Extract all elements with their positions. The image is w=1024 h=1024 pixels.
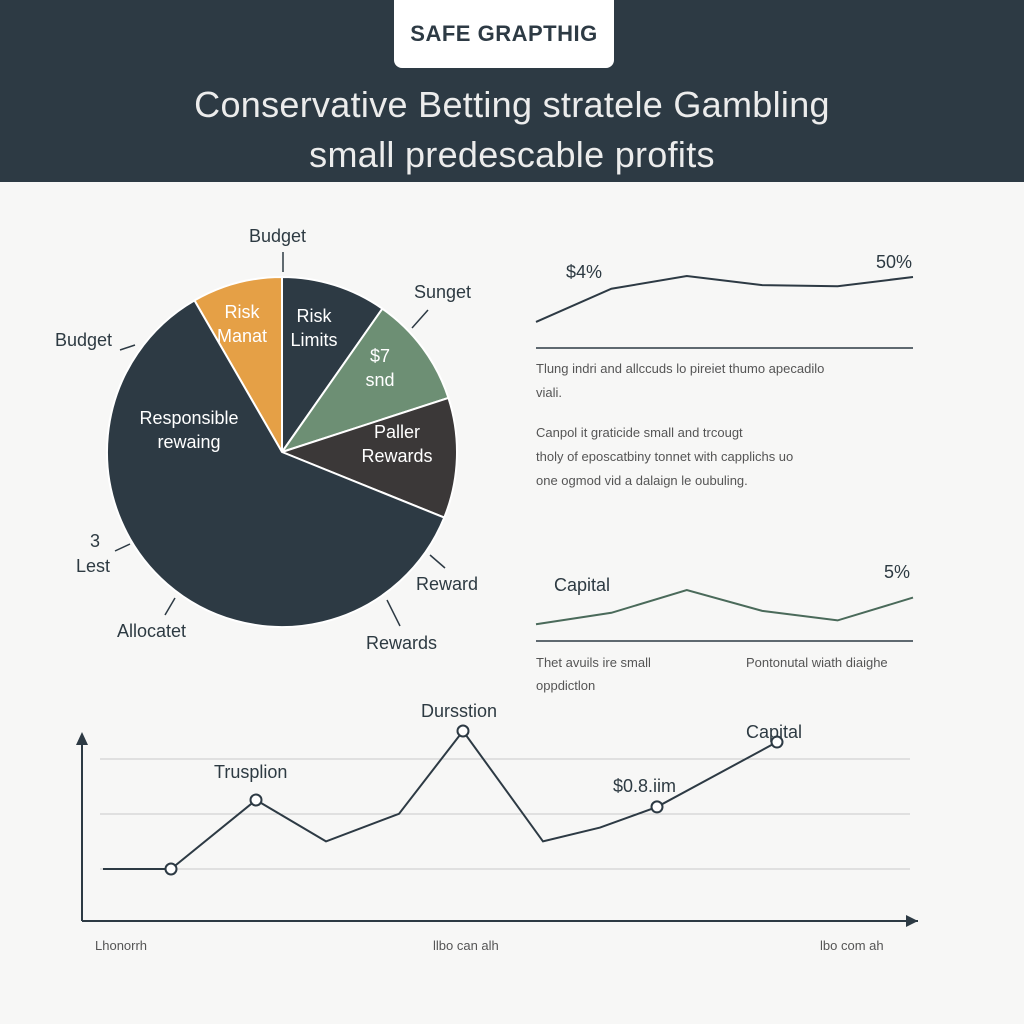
pie-slice-label: Risk Manat bbox=[217, 302, 267, 346]
series-line bbox=[535, 588, 914, 626]
pie-annotation-3: 3 bbox=[90, 531, 101, 551]
leader-line bbox=[164, 597, 176, 616]
leader-line bbox=[411, 309, 429, 329]
line1-caption-5: one ogmod vid a dalaign le oubuling. bbox=[536, 473, 748, 488]
line1-annotation-percent-right: 50% bbox=[876, 252, 913, 272]
series-line bbox=[103, 729, 778, 870]
page-title-line-1: Conservative Betting stratele Gambling bbox=[194, 84, 830, 125]
pie-slice bbox=[193, 275, 283, 456]
capital-line-chart bbox=[535, 588, 914, 642]
line1-caption-4: tholy of eposcatbiny tonnet with capplic… bbox=[536, 449, 794, 464]
line2-caption-right: Pontonutal wiath diaighe bbox=[746, 655, 888, 670]
leader-line bbox=[114, 543, 131, 552]
pie-annotation-budget-left: Budget bbox=[55, 330, 113, 350]
leader-line bbox=[386, 599, 401, 627]
line1-caption-2: viali. bbox=[536, 385, 563, 400]
line3-annotation-trusplion: Trusplion bbox=[214, 762, 288, 782]
line1-caption-1: Tlung indri and allccuds lo pireiet thum… bbox=[536, 361, 825, 376]
y-axis-arrow bbox=[76, 732, 88, 745]
bottom-line-chart bbox=[76, 724, 918, 927]
line2-title: Capital bbox=[554, 575, 611, 595]
leader-line bbox=[429, 554, 446, 569]
pie-slice bbox=[281, 275, 384, 456]
data-point-marker bbox=[249, 793, 263, 807]
header-badge: SAFE GRAPTHIG bbox=[394, 0, 614, 68]
pie-slice-label: Risk Limits bbox=[290, 306, 337, 350]
series-line bbox=[535, 274, 914, 323]
data-point-marker bbox=[456, 724, 470, 738]
pie-annotation-allocatet: Allocatet bbox=[117, 621, 187, 641]
x-tick-label: Lhonorrh bbox=[95, 938, 148, 953]
data-point-marker bbox=[770, 735, 784, 749]
x-axis-arrow bbox=[906, 915, 918, 927]
top-right-line-chart bbox=[535, 274, 914, 349]
pie-annotation-sunget: Sunget bbox=[414, 282, 472, 302]
x-tick-label: lbo com ah bbox=[820, 938, 884, 953]
page-title-line-2: small predescable profits bbox=[309, 134, 715, 175]
line1-caption-3: Canpol it graticide small and trcougt bbox=[536, 425, 743, 440]
x-tick-label: llbo can alh bbox=[433, 938, 499, 953]
pie-annotation-reward: Reward bbox=[416, 574, 479, 594]
pie-slice bbox=[106, 299, 446, 629]
pie-chart: Risk Manat Risk Limits $7 snd Paller Rewards Res… bbox=[106, 252, 458, 629]
pie-slice bbox=[279, 307, 450, 454]
data-point-marker bbox=[650, 800, 664, 814]
line2-annotation-percent: 5% bbox=[884, 562, 911, 582]
line3-annotation-value: $0.8.iim bbox=[613, 776, 677, 796]
pie-slice-label: Responsible rewaing bbox=[139, 408, 238, 452]
pie-slice-label: $7 snd bbox=[365, 346, 394, 390]
line3-annotation-capital: Capital bbox=[746, 722, 803, 742]
pie-slice-label: Paller Rewards bbox=[361, 422, 432, 466]
pie-annotation-lest: Lest bbox=[76, 556, 111, 576]
line2-caption-left-2: oppdictlon bbox=[536, 678, 596, 693]
leader-line bbox=[119, 344, 136, 351]
pie-annotation-rewards: Rewards bbox=[366, 633, 438, 653]
data-point-marker bbox=[164, 862, 178, 876]
line3-annotation-dursstion: Dursstion bbox=[421, 701, 498, 721]
pie-annotation-budget-top: Budget bbox=[249, 226, 307, 246]
line1-annotation-percent-left: $4% bbox=[566, 262, 603, 282]
line2-caption-left-1: Thet avuils ire small bbox=[536, 655, 651, 670]
pie-slice bbox=[279, 396, 458, 519]
